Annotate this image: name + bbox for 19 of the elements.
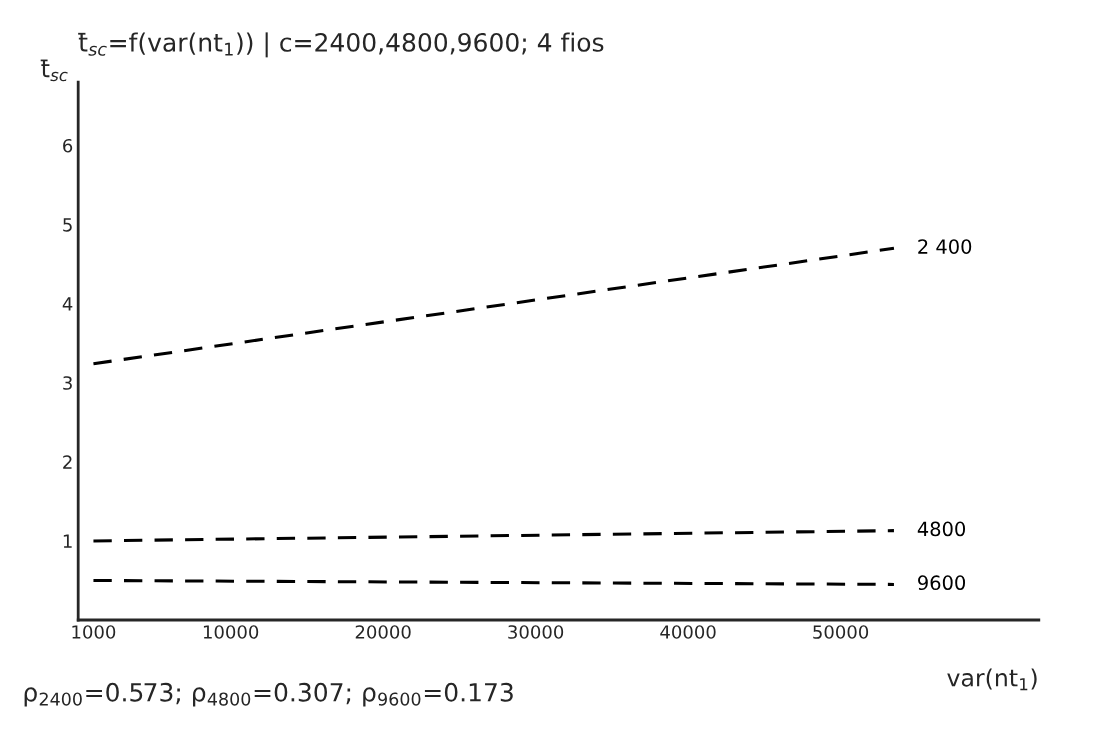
y-axis-title: t̄$_{sc}$ [40,59,68,82]
x-tick-label: 30000 [508,625,564,639]
series-label: 2 400 [918,239,972,254]
x-axis-title: var(nt$_{1}$) [947,668,1037,691]
series-label: 4800 [917,521,966,537]
y-tick-label: 2 [63,455,72,469]
y-tick-label: 1 [63,534,72,548]
x-tick-label: 50000 [813,625,869,639]
x-tick-label: 40000 [660,625,716,639]
x-tick-label: 10000 [203,625,259,639]
series-label: 9600 [918,575,966,591]
chart-title: t̄$_{sc}$=f(var(nt$_{1}$)) | c=2400,4800,9600; 4 fios [78,32,604,58]
text: ρ$_{2400}$=0.573; ρ$_{4800}$=0.307; ρ$_{9600}$=0.173 [24,682,513,707]
y-tick-label: 3 [63,376,72,390]
x-tick-label: 20000 [355,625,411,639]
x-tick-label: 1000 [72,625,116,639]
y-tick-label: 5 [63,218,72,232]
y-tick-label: 4 [62,297,73,311]
y-tick-label: 6 [63,138,73,153]
